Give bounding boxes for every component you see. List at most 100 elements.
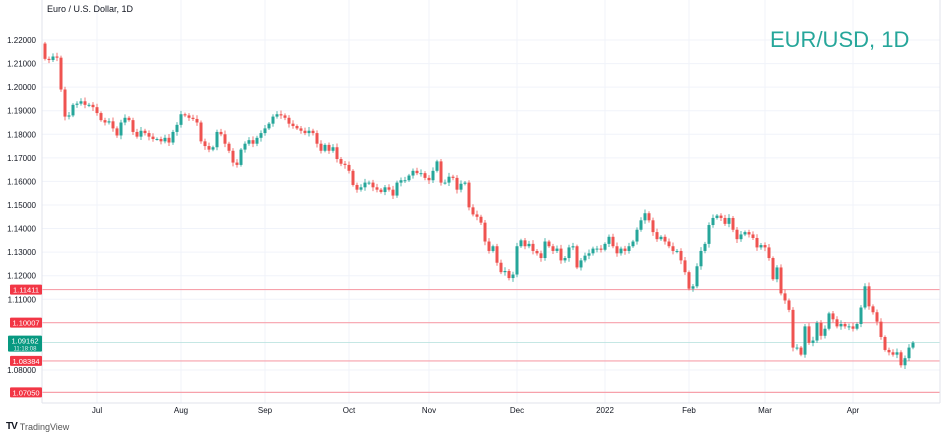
- candle-body: [735, 229, 739, 240]
- candle-body: [555, 248, 559, 251]
- candle-body: [419, 173, 423, 175]
- x-tick-label: Oct: [343, 406, 356, 415]
- candle-body: [503, 270, 507, 273]
- candle-body: [151, 136, 155, 139]
- candle-body: [427, 177, 431, 181]
- candle-body: [295, 126, 299, 129]
- bar-countdown: 11:18:08: [14, 347, 38, 353]
- candle-body: [899, 352, 903, 366]
- candle-body: [783, 293, 787, 301]
- candle-body: [891, 352, 895, 355]
- candle-body: [659, 236, 663, 240]
- candle-body: [131, 120, 135, 132]
- candle-body: [351, 170, 355, 185]
- candle-body: [687, 272, 691, 289]
- candle-body: [455, 177, 459, 190]
- level-tag-label: 1.07050: [12, 388, 39, 397]
- candle-body: [727, 217, 731, 224]
- candle-body: [759, 245, 763, 248]
- candle-body: [875, 312, 879, 322]
- candle-body: [207, 146, 211, 150]
- candle-body: [579, 260, 583, 268]
- time-axis[interactable]: Jul Aug Sep Oct Nov Dec 2022 Feb Mar Apr: [92, 406, 860, 415]
- candle-body: [299, 128, 303, 131]
- level-tag-label: 1.10007: [12, 319, 39, 328]
- candle-body: [63, 89, 67, 117]
- candle-body: [191, 117, 195, 119]
- candle-body: [707, 225, 711, 244]
- candle-body: [323, 144, 327, 151]
- candle-body: [823, 328, 827, 336]
- candle-body: [443, 182, 447, 184]
- candle-body: [423, 173, 427, 178]
- candle-body: [459, 183, 463, 190]
- candle-body: [515, 246, 519, 275]
- candle-body: [803, 326, 807, 355]
- level-tag: [10, 284, 42, 295]
- candle-body: [111, 121, 115, 129]
- brand-name: TradingView: [19, 421, 70, 432]
- candle-body: [639, 220, 643, 230]
- candle-body: [751, 234, 755, 238]
- candle-body: [523, 240, 527, 247]
- candle-body: [811, 340, 815, 343]
- candle-body: [631, 241, 635, 247]
- candle-body: [575, 246, 579, 268]
- candle-body: [779, 267, 783, 294]
- candle-body: [199, 122, 203, 142]
- x-tick-label: Dec: [510, 406, 524, 415]
- candle-body: [463, 182, 467, 184]
- candle-body: [683, 260, 687, 273]
- candle-body: [143, 130, 147, 134]
- candle-body: [571, 246, 575, 248]
- y-tick-label: 1.12000: [7, 272, 36, 281]
- candle-body: [255, 137, 259, 144]
- candle-body: [527, 243, 531, 247]
- candle-body: [371, 182, 375, 188]
- candle-body: [815, 322, 819, 341]
- candle-body: [307, 130, 311, 134]
- tradingview-logo[interactable]: TV TradingView: [6, 421, 69, 432]
- candle-body: [499, 262, 503, 273]
- candle-body: [771, 258, 775, 280]
- candle-body: [107, 121, 111, 123]
- candle-body: [431, 170, 435, 181]
- last-price-label: 1.09162: [11, 337, 38, 346]
- candle-body: [103, 120, 107, 123]
- candle-body: [567, 247, 571, 259]
- candle-body: [335, 147, 339, 160]
- candle-body: [275, 114, 279, 117]
- candle-body: [799, 347, 803, 355]
- candle-body: [55, 56, 59, 58]
- x-tick-label: Aug: [174, 406, 188, 415]
- candle-body: [539, 253, 543, 259]
- candle-body: [163, 137, 167, 142]
- price-axis[interactable]: 1.22000 1.21000 1.20000 1.19000 1.18000 1.170…: [7, 36, 36, 375]
- candle-body: [135, 131, 139, 137]
- horizontal-levels[interactable]: [42, 288, 940, 393]
- candle-body: [699, 250, 703, 267]
- x-tick-label: Sep: [258, 406, 273, 415]
- candle-body: [763, 245, 767, 248]
- candle-body: [719, 215, 723, 218]
- symbol-description: Euro / U.S. Dollar, 1D: [47, 4, 134, 14]
- candle-body: [395, 182, 399, 196]
- candle-body: [635, 229, 639, 242]
- candle-body: [479, 216, 483, 223]
- candle-body: [791, 309, 795, 348]
- candle-body: [383, 187, 387, 193]
- candle-body: [535, 250, 539, 254]
- candle-body: [747, 232, 751, 235]
- candle-body: [723, 217, 727, 224]
- y-tick-label: 1.15000: [7, 201, 36, 210]
- y-tick-label: 1.22000: [7, 36, 36, 45]
- candle-body: [403, 180, 407, 182]
- candle-body: [599, 248, 603, 250]
- candle-body: [839, 324, 843, 327]
- candle-body: [43, 43, 47, 59]
- candle-body: [171, 131, 175, 143]
- candle-body: [375, 187, 379, 190]
- candle-body: [883, 336, 887, 350]
- y-tick-label: 1.16000: [7, 177, 36, 186]
